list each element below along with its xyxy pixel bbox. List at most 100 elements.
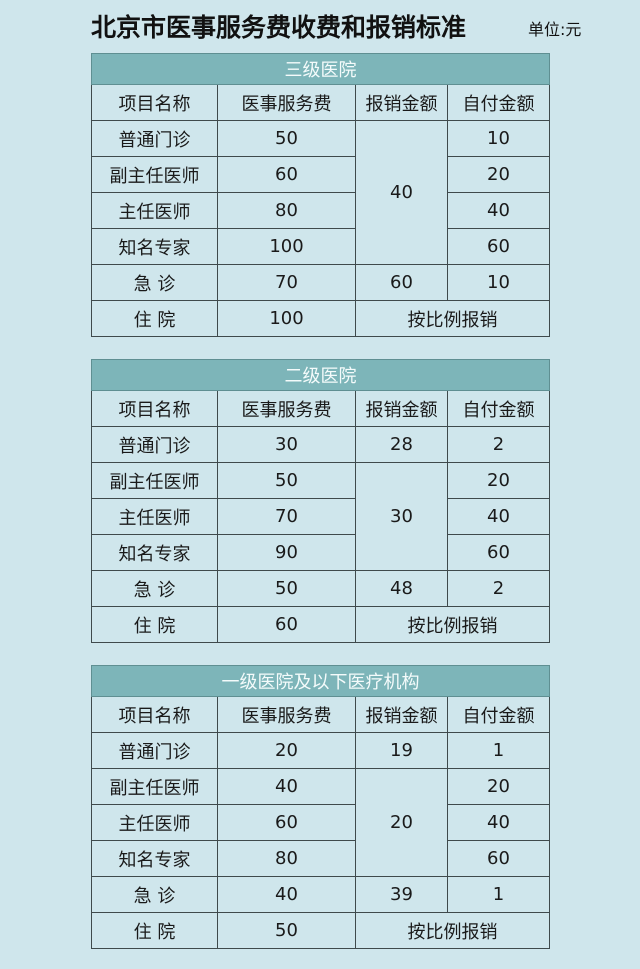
table-row: 普通门诊 20 19 1	[91, 732, 550, 769]
table-row: 住 院 50 按比例报销	[91, 912, 550, 949]
item-name-cell: 住 院	[91, 300, 218, 337]
proportional-reimbursement-cell: 按比例报销	[355, 606, 550, 643]
item-name-cell: 住 院	[91, 606, 218, 643]
reimbursement-cell: 30	[355, 462, 448, 571]
item-name-cell: 急 诊	[91, 876, 218, 913]
service-fee-cell: 50	[217, 462, 356, 499]
table-band-title: 二级医院	[91, 359, 550, 391]
header-row: 项目名称 医事服务费 报销金额 自付金额	[91, 696, 550, 733]
item-name-cell: 普通门诊	[91, 426, 218, 463]
secondary-hospital-table: 二级医院 项目名称 医事服务费 报销金额 自付金额 普通门诊 30 28 2 副主任医师 50 30 2…	[91, 359, 550, 643]
self-pay-cell: 60	[447, 228, 550, 265]
table-row: 副主任医师 40 20 20	[91, 768, 550, 877]
table-row: 住 院 100 按比例报销	[91, 300, 550, 337]
service-fee-cell: 60	[217, 156, 356, 193]
column-header: 报销金额	[355, 390, 448, 427]
service-fee-cell: 40	[217, 876, 356, 913]
column-header: 医事服务费	[217, 84, 356, 121]
table-row: 普通门诊 50 40 10	[91, 120, 550, 265]
service-fee-cell: 50	[217, 570, 356, 607]
self-pay-cell: 2	[447, 570, 550, 607]
column-header: 报销金额	[355, 84, 448, 121]
reimbursement-cell: 39	[355, 876, 448, 913]
service-fee-cell: 20	[217, 732, 356, 769]
item-name-cell: 副主任医师	[91, 462, 218, 499]
header-row: 项目名称 医事服务费 报销金额 自付金额	[91, 390, 550, 427]
item-name-cell: 主任医师	[91, 498, 218, 535]
service-fee-cell: 50	[217, 912, 356, 949]
table-row: 主任医师 70 40	[91, 498, 550, 535]
table-row: 副主任医师 50 30 20	[91, 462, 550, 571]
table-row: 副主任医师 60 20	[91, 156, 550, 193]
proportional-reimbursement-cell: 按比例报销	[355, 300, 550, 337]
reimbursement-cell: 19	[355, 732, 448, 769]
self-pay-cell: 10	[447, 264, 550, 301]
reimbursement-cell: 20	[355, 768, 448, 877]
self-pay-cell: 20	[447, 156, 550, 193]
self-pay-cell: 20	[447, 768, 550, 805]
self-pay-cell: 2	[447, 426, 550, 463]
item-name-cell: 知名专家	[91, 534, 218, 571]
page-title: 北京市医事服务费收费和报销标准	[91, 13, 467, 42]
reimbursement-cell: 28	[355, 426, 448, 463]
service-fee-cell: 100	[217, 300, 356, 337]
item-name-cell: 普通门诊	[91, 732, 218, 769]
column-header: 项目名称	[91, 696, 218, 733]
service-fee-cell: 30	[217, 426, 356, 463]
self-pay-cell: 40	[447, 498, 550, 535]
proportional-reimbursement-cell: 按比例报销	[355, 912, 550, 949]
table-row: 急 诊 40 39 1	[91, 876, 550, 913]
column-header: 自付金额	[447, 696, 550, 733]
unit-label: 单位:元	[528, 20, 582, 39]
item-name-cell: 主任医师	[91, 804, 218, 841]
column-header: 自付金额	[447, 84, 550, 121]
service-fee-cell: 70	[217, 498, 356, 535]
table-row: 住 院 60 按比例报销	[91, 606, 550, 643]
reimbursement-cell: 60	[355, 264, 448, 301]
item-name-cell: 普通门诊	[91, 120, 218, 157]
column-header: 项目名称	[91, 84, 218, 121]
service-fee-cell: 60	[217, 804, 356, 841]
header-row: 项目名称 医事服务费 报销金额 自付金额	[91, 84, 550, 121]
item-name-cell: 知名专家	[91, 840, 218, 877]
column-header: 自付金额	[447, 390, 550, 427]
self-pay-cell: 60	[447, 840, 550, 877]
column-header: 医事服务费	[217, 696, 356, 733]
table-row: 主任医师 60 40	[91, 804, 550, 841]
self-pay-cell: 1	[447, 876, 550, 913]
item-name-cell: 知名专家	[91, 228, 218, 265]
table-row: 主任医师 80 40	[91, 192, 550, 229]
self-pay-cell: 1	[447, 732, 550, 769]
item-name-cell: 住 院	[91, 912, 218, 949]
item-name-cell: 急 诊	[91, 264, 218, 301]
reimbursement-cell: 48	[355, 570, 448, 607]
service-fee-cell: 80	[217, 840, 356, 877]
table-row: 知名专家 100 60	[91, 228, 550, 265]
table-row: 普通门诊 30 28 2	[91, 426, 550, 463]
self-pay-cell: 10	[447, 120, 550, 157]
service-fee-cell: 90	[217, 534, 356, 571]
tertiary-hospital-table: 三级医院 项目名称 医事服务费 报销金额 自付金额 普通门诊 50 40 10 副主任医师 60 20…	[91, 53, 550, 337]
self-pay-cell: 40	[447, 192, 550, 229]
item-name-cell: 副主任医师	[91, 768, 218, 805]
primary-hospital-table: 一级医院及以下医疗机构 项目名称 医事服务费 报销金额 自付金额 普通门诊 20 19 1 副主任…	[91, 665, 550, 949]
item-name-cell: 急 诊	[91, 570, 218, 607]
service-fee-cell: 40	[217, 768, 356, 805]
column-header: 项目名称	[91, 390, 218, 427]
item-name-cell: 主任医师	[91, 192, 218, 229]
table-row: 急 诊 50 48 2	[91, 570, 550, 607]
self-pay-cell: 20	[447, 462, 550, 499]
table-row: 知名专家 90 60	[91, 534, 550, 571]
service-fee-cell: 50	[217, 120, 356, 157]
table-row: 急 诊 70 60 10	[91, 264, 550, 301]
service-fee-cell: 70	[217, 264, 356, 301]
table-band-title: 三级医院	[91, 53, 550, 85]
table-band-title: 一级医院及以下医疗机构	[91, 665, 550, 697]
column-header: 报销金额	[355, 696, 448, 733]
self-pay-cell: 40	[447, 804, 550, 841]
service-fee-cell: 60	[217, 606, 356, 643]
column-header: 医事服务费	[217, 390, 356, 427]
table-row: 知名专家 80 60	[91, 840, 550, 877]
service-fee-cell: 100	[217, 228, 356, 265]
service-fee-cell: 80	[217, 192, 356, 229]
